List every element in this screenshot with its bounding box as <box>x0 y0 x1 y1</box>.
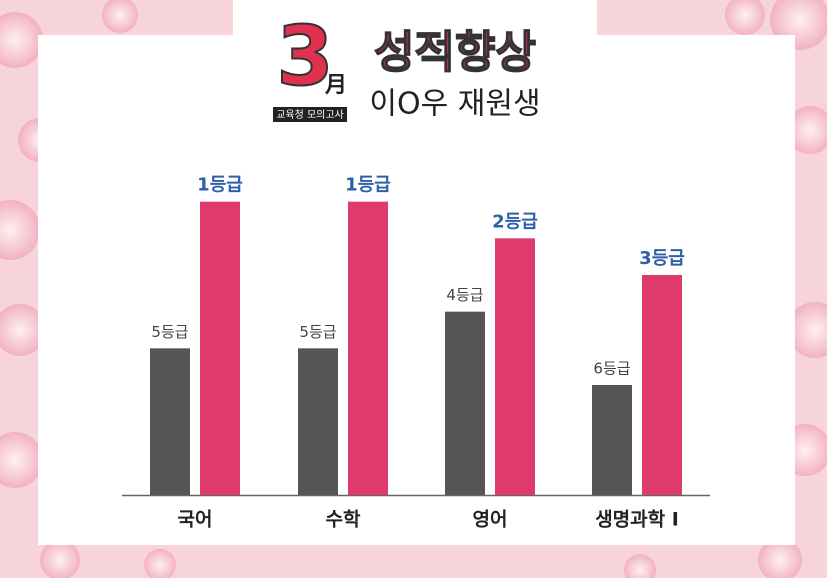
value-label: 6등급 <box>593 360 630 378</box>
chart-title: 성적향상 <box>374 27 536 78</box>
chart-subtitle: 이O우 재원생 <box>369 87 540 122</box>
value-label: 3등급 <box>639 248 685 269</box>
month-number: 3 <box>276 9 333 104</box>
badge-text: 교육청 모의고사 <box>276 109 344 121</box>
value-label: 5등급 <box>299 323 336 341</box>
value-label: 5등급 <box>151 323 188 341</box>
bar <box>495 238 535 496</box>
bar <box>298 348 338 495</box>
bar <box>150 348 190 495</box>
month-char: 月 <box>324 73 347 98</box>
badge <box>273 107 347 122</box>
x-tick-label: 영어 <box>473 509 508 531</box>
x-tick-label: 국어 <box>178 509 213 531</box>
header-panel <box>233 0 597 36</box>
bar <box>642 275 682 495</box>
bar <box>348 201 388 495</box>
value-label: 4등급 <box>446 286 483 304</box>
value-label: 1등급 <box>345 175 391 196</box>
bar <box>200 201 240 495</box>
x-tick-label: 수학 <box>326 509 361 531</box>
bar <box>592 385 632 495</box>
value-label: 2등급 <box>492 211 538 232</box>
x-tick-label: 생명과학 I <box>595 509 679 531</box>
value-label: 1등급 <box>197 175 243 196</box>
bar <box>445 311 485 495</box>
